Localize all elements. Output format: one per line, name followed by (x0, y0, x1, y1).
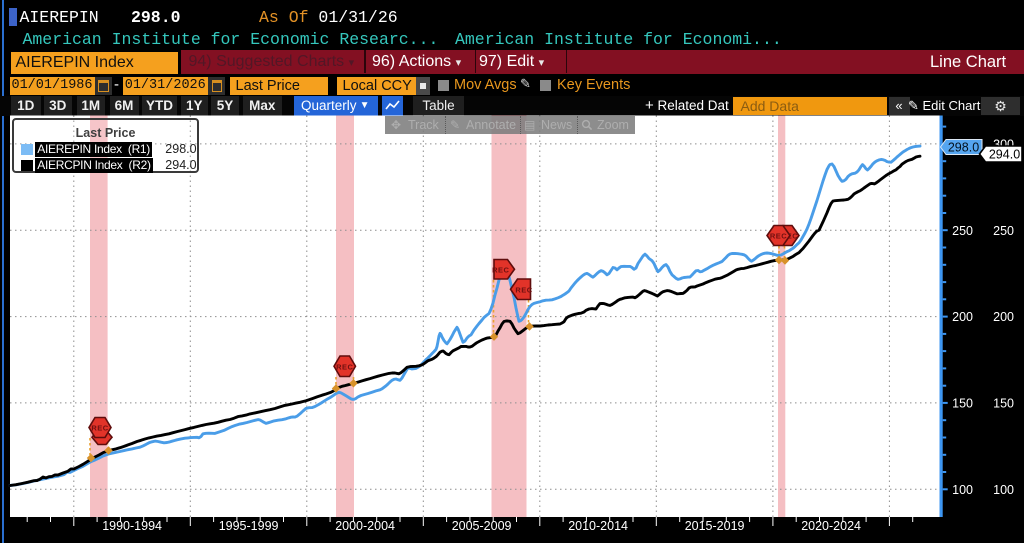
svg-text:100: 100 (993, 483, 1014, 497)
svg-text:2005-2009: 2005-2009 (452, 519, 512, 533)
svg-text:REC: REC (91, 424, 108, 433)
svg-text:100: 100 (952, 483, 973, 497)
svg-text:REC: REC (770, 232, 787, 241)
svg-text:200: 200 (952, 310, 973, 324)
svg-text:150: 150 (993, 396, 1014, 410)
svg-text:150: 150 (952, 396, 973, 410)
svg-text:250: 250 (993, 224, 1014, 238)
svg-text:2015-2019: 2015-2019 (685, 519, 745, 533)
svg-text:2010-2014: 2010-2014 (568, 519, 628, 533)
svg-text:298.0: 298.0 (948, 141, 979, 155)
svg-text:294.0: 294.0 (989, 148, 1020, 162)
svg-text:REC: REC (492, 265, 509, 274)
svg-text:REC: REC (336, 362, 353, 371)
svg-text:200: 200 (993, 310, 1014, 324)
svg-text:250: 250 (952, 224, 973, 238)
svg-text:1990-1994: 1990-1994 (102, 519, 162, 533)
svg-text:2000-2004: 2000-2004 (335, 519, 395, 533)
svg-text:2020-2024: 2020-2024 (801, 519, 861, 533)
svg-text:1995-1999: 1995-1999 (219, 519, 279, 533)
svg-text:REC: REC (515, 285, 532, 294)
